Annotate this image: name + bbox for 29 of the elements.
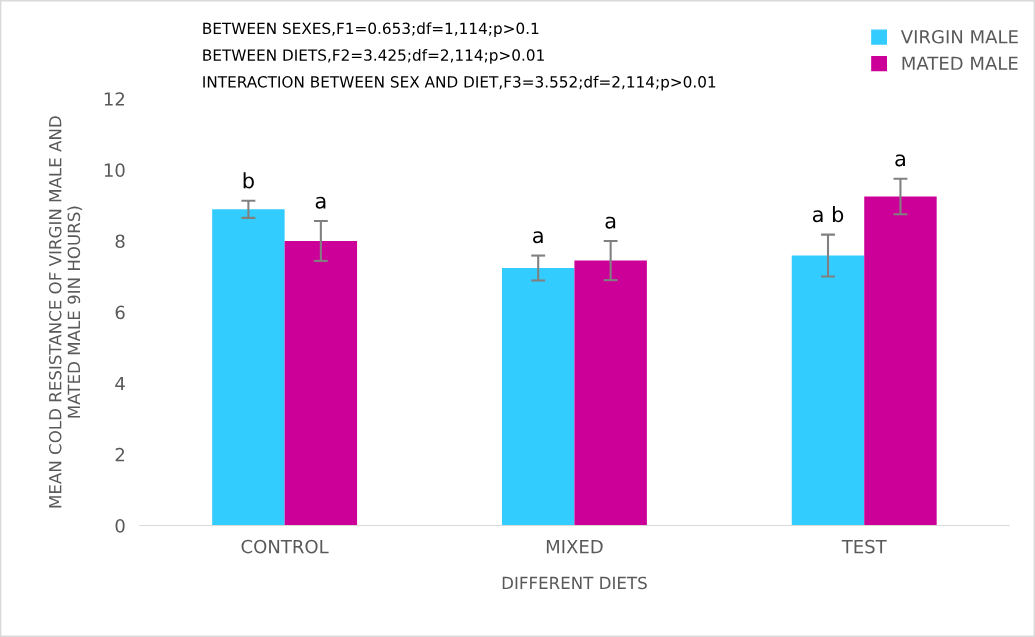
annotation: a bbox=[895, 154, 905, 167]
y-tick-label: 0 bbox=[115, 518, 125, 533]
text: INTERACTION BETWEEN SEX AND DIET,F3=3.552;df=2,114;p>0.01 bbox=[203, 75, 716, 91]
y-tick-label: 2 bbox=[115, 447, 125, 462]
annotation: a b bbox=[812, 206, 844, 223]
bar bbox=[791, 255, 865, 526]
annotation: a bbox=[605, 216, 616, 229]
x-axis-title: DIFFERENT DIETS bbox=[502, 576, 647, 590]
legend-label: MATED MALE bbox=[902, 56, 1018, 70]
y-tick-label: 8 bbox=[115, 234, 125, 249]
bar bbox=[864, 196, 937, 526]
annotation: a bbox=[533, 231, 543, 244]
y-tick-label: 12 bbox=[104, 92, 125, 106]
bar bbox=[284, 241, 358, 526]
text: BETWEEN SEXES,F1=0.653;df=1,114;p>0.1 bbox=[203, 22, 539, 38]
annotation: a bbox=[315, 196, 326, 209]
bar bbox=[212, 209, 285, 526]
legend-label: VIRGIN MALE bbox=[900, 29, 1018, 44]
x-tick-label: TEST bbox=[841, 539, 887, 554]
annotation: b bbox=[243, 172, 254, 189]
text: BETWEEN DIETS,F2=3.425;df=2,114;p>0.01 bbox=[203, 49, 544, 64]
y-axis-title: MEAN COLD RESISTANCE OF VIRGIN MALE AND MATED MALE 9IN HOURS) bbox=[48, 116, 83, 508]
bar bbox=[501, 268, 575, 526]
bar bbox=[574, 260, 647, 526]
x-tick-label: CONTROL bbox=[241, 539, 329, 554]
x-tick-label: MIXED bbox=[546, 539, 603, 554]
y-tick-label: 4 bbox=[115, 376, 125, 391]
y-tick-label: 6 bbox=[115, 305, 125, 320]
y-tick-label: 10 bbox=[104, 163, 125, 177]
